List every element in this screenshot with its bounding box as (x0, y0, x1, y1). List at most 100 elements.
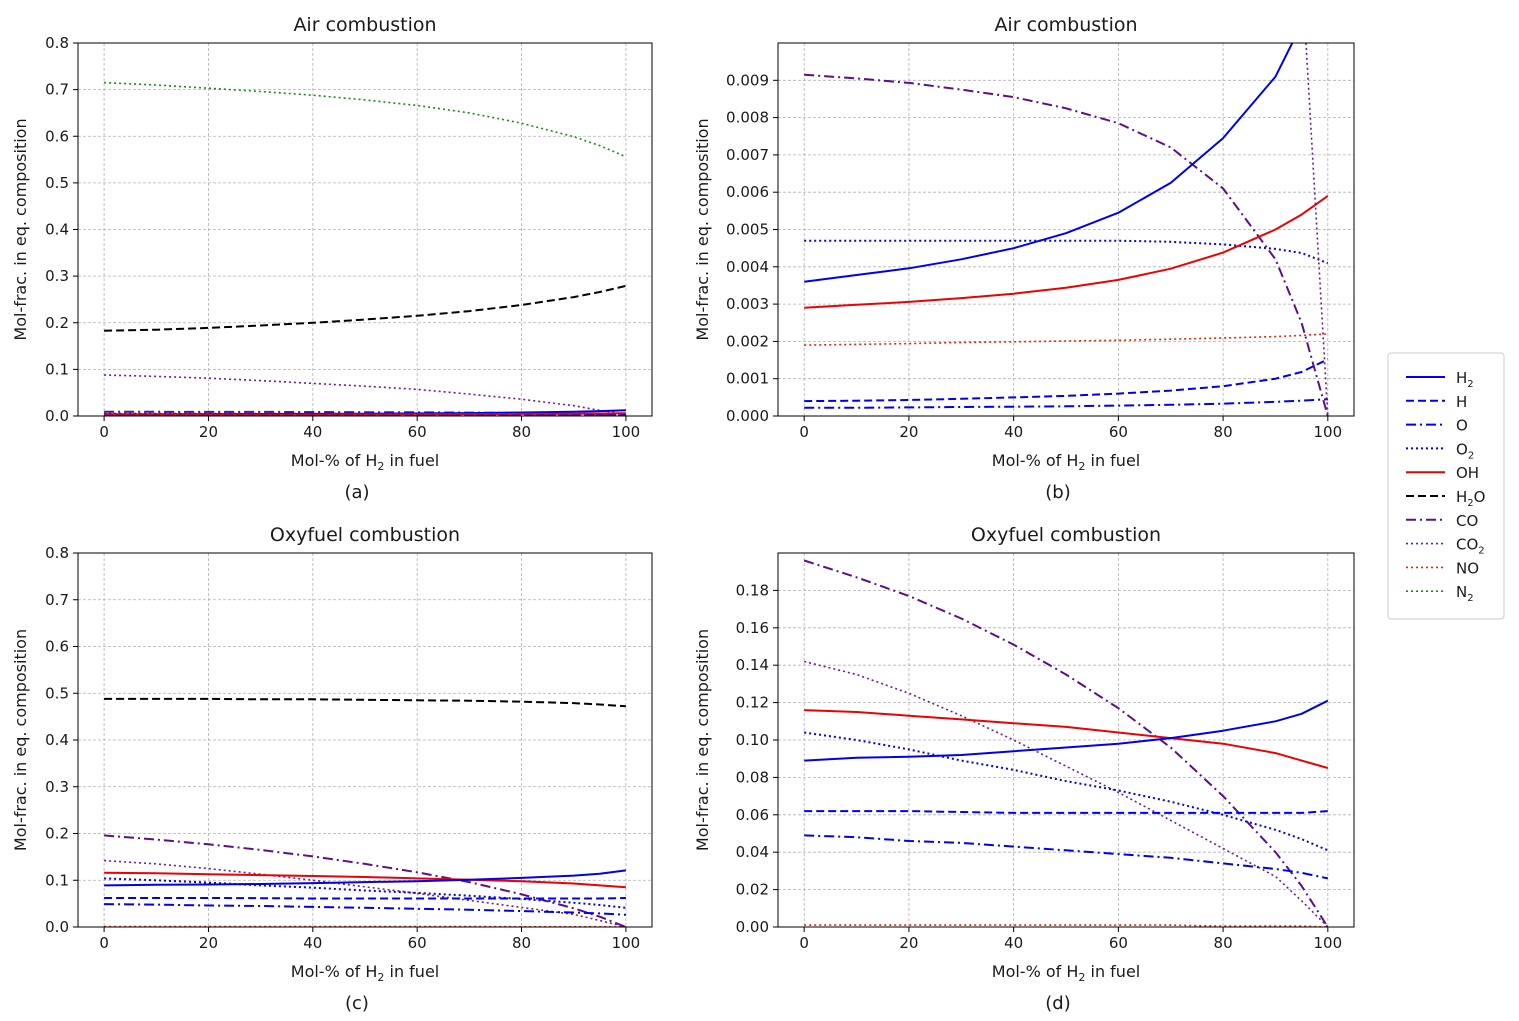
y-axis-label: Mol-frac. in eq. composition (693, 629, 712, 851)
series-line-h2o (104, 284, 627, 332)
y-tick-label: 0.001 (726, 370, 769, 388)
y-tick-label: 0.14 (736, 656, 769, 674)
y-axis-label: Mol-frac. in eq. composition (11, 629, 30, 851)
y-tick-label: 0.004 (726, 258, 769, 276)
y-tick-label: 0.3 (45, 778, 69, 796)
legend-item-oh: OH (1406, 464, 1479, 482)
series-line-o2 (804, 239, 1329, 265)
series-line-o (104, 903, 626, 916)
y-tick-label: 0.10 (736, 731, 769, 749)
y-tick-label: 0.5 (45, 684, 69, 702)
legend-item-no: NO (1406, 559, 1479, 577)
y-tick-label: 0.16 (736, 619, 769, 637)
y-tick-label: 0.005 (726, 221, 769, 239)
x-tick-label: 20 (899, 934, 918, 952)
series-line-co2 (104, 859, 627, 927)
y-tick-label: 0.006 (726, 183, 769, 201)
axes-frame (77, 42, 653, 417)
legend-item-o: O (1406, 417, 1468, 435)
series-line-h2 (804, 699, 1329, 762)
series-line-oh (104, 871, 626, 889)
legend-item-h2o: H2O (1406, 488, 1485, 509)
y-tick-label: 0.4 (45, 731, 69, 749)
legend-label: CO (1456, 512, 1478, 530)
y-tick-label: 0.12 (736, 694, 769, 712)
legend-item-h2: H2 (1406, 369, 1474, 390)
series-line-oh (804, 195, 1329, 309)
series-line-o (804, 834, 1329, 880)
panel-a: 0 20 40 60 80 100 0.0 0.1 0.2 0.3 0.4 0.5 0.6 0.7 0.8 A… (11, 14, 653, 503)
axes-frame (777, 552, 1355, 928)
legend-label: O (1456, 417, 1468, 435)
x-tick-label: 20 (899, 423, 918, 441)
legend-label: N2 (1456, 583, 1474, 604)
x-tick-label: 60 (408, 423, 427, 441)
x-tick-label: 100 (1313, 934, 1342, 952)
series-line-h2o (104, 697, 626, 708)
y-tick-label: 0.02 (736, 881, 769, 899)
x-axis-label: Mol-% of H2 in fuel (291, 962, 439, 984)
x-tick-label: 0 (799, 423, 809, 441)
x-tick-label: 0 (99, 934, 109, 952)
axes-frame (777, 42, 1355, 417)
y-tick-label: 0.6 (45, 638, 69, 656)
y-tick-label: 0.007 (726, 146, 769, 164)
chart-title: Oxyfuel combustion (971, 524, 1161, 546)
y-tick-label: 0.1 (45, 871, 69, 889)
series-line-co2 (804, 660, 1329, 927)
y-tick-label: 0.2 (45, 825, 69, 843)
y-tick-label: 0.00 (736, 918, 769, 936)
series-group (803, 559, 1329, 927)
y-tick-label: 0.8 (45, 544, 69, 562)
chart-title: Oxyfuel combustion (270, 524, 460, 546)
chart-title: Air combustion (293, 14, 436, 36)
series-line-o2 (804, 731, 1329, 852)
series-line-o2 (104, 877, 627, 909)
x-tick-label: 80 (512, 423, 531, 441)
legend-label: H2 (1456, 369, 1474, 390)
series-line-co (803, 559, 1329, 927)
x-tick-label: 40 (1004, 423, 1023, 441)
series-group (104, 81, 627, 416)
y-tick-label: 0.000 (726, 407, 769, 425)
legend-item-co2: CO2 (1406, 536, 1485, 557)
series-line-o (804, 398, 1328, 409)
legend-label: OH (1456, 464, 1479, 482)
x-tick-label: 20 (199, 934, 218, 952)
panel-label: (c) (345, 993, 369, 1014)
series-line-co (804, 73, 1329, 416)
panel-label: (d) (1045, 993, 1070, 1014)
series-line-h (104, 414, 626, 416)
axes-frame (77, 552, 653, 928)
x-axis-label: Mol-% of H2 in fuel (992, 451, 1140, 473)
panel-b: 0 20 40 60 80 100 0.000 0.001 0.002 0.003 0.004 0.0… (693, 14, 1355, 503)
y-tick-label: 0.1 (45, 360, 69, 378)
x-tick-label: 100 (612, 934, 641, 952)
y-axis-label: Mol-frac. in eq. composition (11, 118, 30, 340)
series-line-oh (804, 709, 1329, 769)
y-tick-label: 0.0 (45, 918, 69, 936)
y-tick-label: 0.4 (45, 221, 69, 239)
y-tick-label: 0.002 (726, 332, 769, 350)
legend-label: CO2 (1456, 536, 1485, 557)
x-tick-label: 100 (1313, 423, 1342, 441)
panel-label: (a) (344, 482, 369, 503)
x-tick-label: 60 (1109, 423, 1128, 441)
x-tick-label: 60 (1109, 934, 1128, 952)
y-tick-label: 0.5 (45, 174, 69, 192)
legend-label: O2 (1456, 440, 1474, 461)
series-line-co (104, 410, 626, 416)
x-tick-label: 80 (1214, 423, 1233, 441)
y-tick-label: 0.6 (45, 127, 69, 145)
y-tick-label: 0.2 (45, 314, 69, 332)
x-tick-label: 0 (99, 423, 109, 441)
series-line-co (104, 834, 627, 927)
legend-label: NO (1456, 559, 1479, 577)
y-tick-label: 0.008 (726, 109, 769, 127)
panel-label: (b) (1045, 482, 1070, 503)
x-tick-label: 40 (1004, 934, 1023, 952)
series-line-h2 (804, 43, 1294, 283)
series-line-h (804, 358, 1329, 403)
x-tick-label: 100 (612, 423, 641, 441)
